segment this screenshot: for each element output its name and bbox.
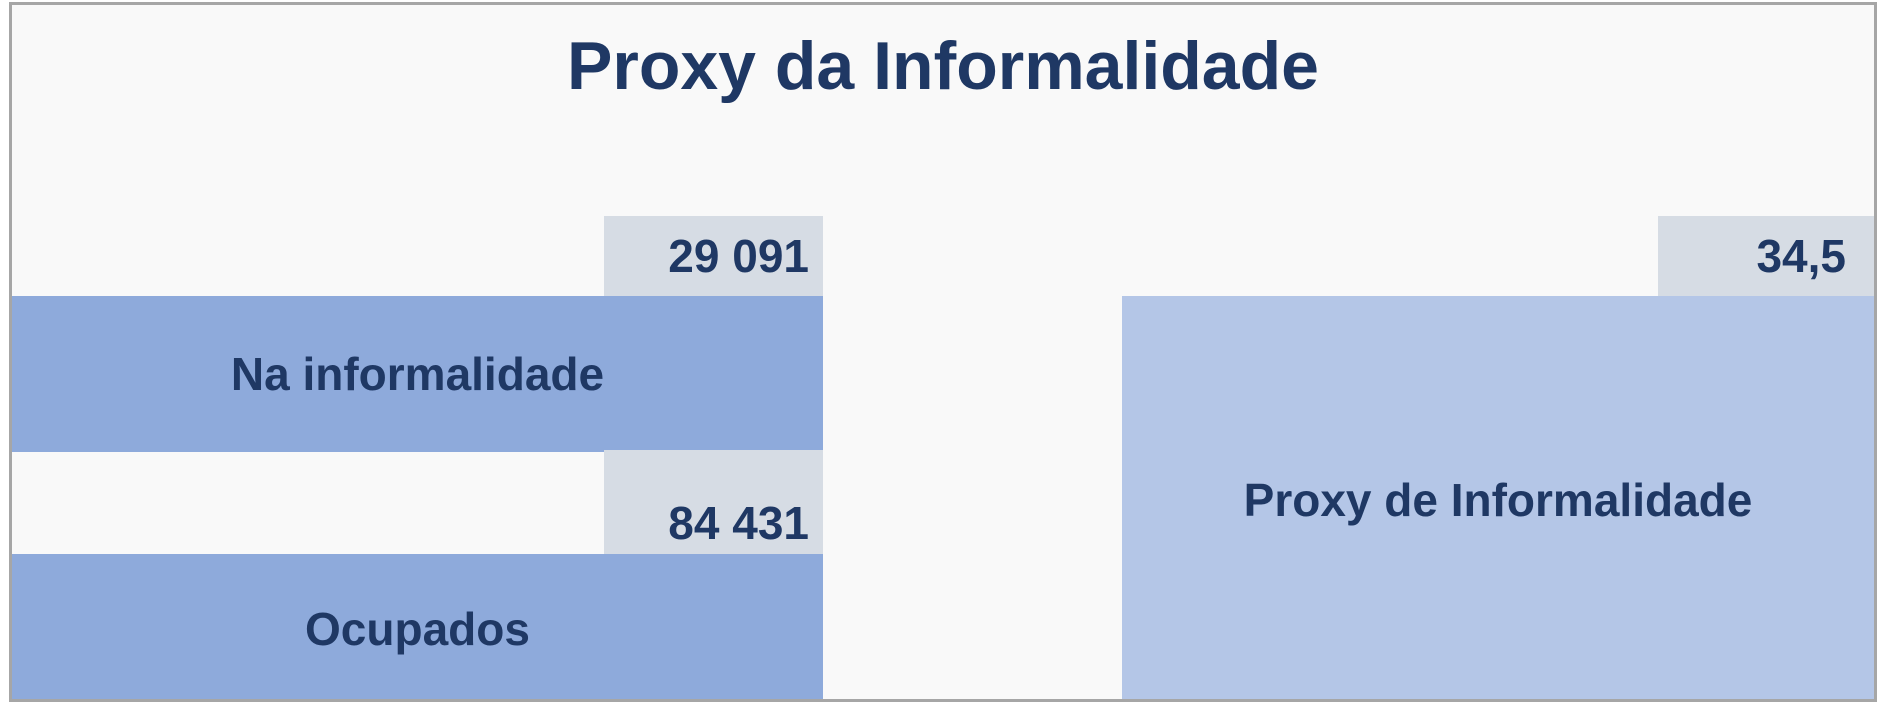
- card-value: 29 091: [604, 216, 823, 296]
- card-label: Proxy de Informalidade: [1122, 296, 1874, 699]
- title: Proxy da Informalidade: [567, 28, 1319, 104]
- card-value: 34,5: [1658, 216, 1874, 296]
- dashboard-frame: Proxy da Informalidade 29 091 Na informa…: [9, 2, 1877, 702]
- card-label: Ocupados: [12, 554, 823, 699]
- card-label: Na informalidade: [12, 296, 823, 452]
- card-value: 84 431: [604, 450, 823, 554]
